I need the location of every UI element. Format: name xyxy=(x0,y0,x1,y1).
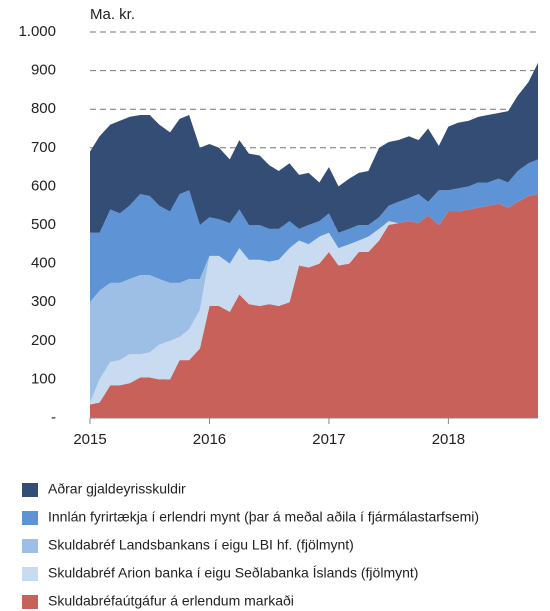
area xyxy=(90,194,538,403)
legend-swatch xyxy=(22,567,38,581)
area xyxy=(90,62,538,233)
legend-swatch xyxy=(22,511,38,525)
y-tick-label: 1.000 xyxy=(18,23,56,40)
y-tick-label: 300 xyxy=(31,293,56,310)
y-tick-label: 500 xyxy=(31,216,56,233)
area xyxy=(90,159,538,303)
axes: - 100 200 300 400 500 600 700 800 900 1.000 2015 201… xyxy=(18,23,538,448)
y-tick-label: 800 xyxy=(31,100,56,117)
legend-label: Skuldabréf Arion banka í eigu Seðlabanka… xyxy=(48,565,418,581)
y-tick-label: - xyxy=(51,409,56,426)
x-tick-label: 2017 xyxy=(312,431,345,448)
y-tick-label: 700 xyxy=(31,139,56,156)
x-tick-label: 2018 xyxy=(432,431,465,448)
legend-swatch xyxy=(22,539,38,553)
y-tick-label: 400 xyxy=(31,255,56,272)
legend-label: Innlán fyrirtækja í erlendri mynt (þar á… xyxy=(48,509,479,525)
legend-label: Skuldabréf Landsbankans í eigu LBI hf. (… xyxy=(48,537,354,553)
legend-swatch xyxy=(22,595,38,609)
y-tick-label: 200 xyxy=(31,332,56,349)
y-axis-label: Ma. kr. xyxy=(90,6,135,23)
legend-label: Aðrar gjaldeyrisskuldir xyxy=(48,481,186,497)
y-tick-label: 600 xyxy=(31,177,56,194)
legend-label: Skuldabréfaútgáfur á erlendum markaði xyxy=(48,593,294,609)
area xyxy=(90,194,538,418)
y-tick-label: 100 xyxy=(31,370,56,387)
legend: Aðrar gjaldeyrisskuldir Innlán fyrirtækja… xyxy=(22,481,479,609)
areas xyxy=(90,62,538,418)
y-tick-label: 900 xyxy=(31,62,56,79)
x-tick-label: 2015 xyxy=(73,431,106,448)
x-tick-label: 2016 xyxy=(193,431,226,448)
legend-swatch xyxy=(22,483,38,497)
